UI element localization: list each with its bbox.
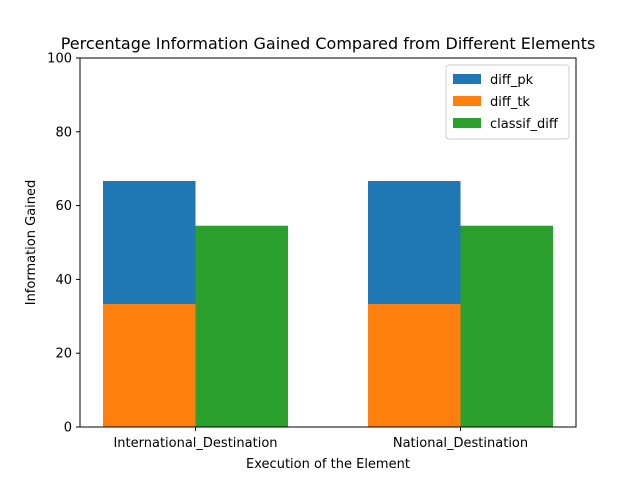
legend-swatch-diff_pk <box>453 74 481 84</box>
x-tick-label: International_Destination <box>113 436 277 451</box>
y-axis: 0 20 40 60 80 100 <box>47 52 80 436</box>
x-tick-label: National_Destination <box>393 436 528 451</box>
bar-diff_tk-1 <box>368 304 461 427</box>
plot-frame <box>79 57 577 428</box>
y-tick-label: 0 <box>64 421 72 436</box>
x-axis-label: Execution of the Element <box>246 457 410 472</box>
legend-swatch-classif_diff <box>453 118 481 128</box>
legend-swatch-diff_tk <box>453 96 481 106</box>
bar-diff_tk-0 <box>103 304 196 427</box>
bar-classif_diff-1 <box>460 225 553 427</box>
legend-label-diff_pk: diff_pk <box>490 73 534 88</box>
legend-label-diff_tk: diff_tk <box>490 95 530 110</box>
x-axis: International_Destination National_Destin… <box>113 427 528 451</box>
y-tick-label: 100 <box>47 52 72 67</box>
bars-group <box>103 180 553 427</box>
y-axis-label: Information Gained <box>24 180 39 306</box>
legend: diff_pk diff_tk classif_diff <box>445 64 570 140</box>
legend-label-classif_diff: classif_diff <box>490 117 559 132</box>
y-tick-label: 60 <box>55 199 72 214</box>
y-tick-label: 20 <box>55 347 72 362</box>
y-tick-label: 40 <box>55 273 72 288</box>
y-tick-label: 80 <box>55 125 72 140</box>
bar-classif_diff-0 <box>195 225 288 427</box>
chart-title: Percentage Information Gained Compared f… <box>61 34 596 53</box>
